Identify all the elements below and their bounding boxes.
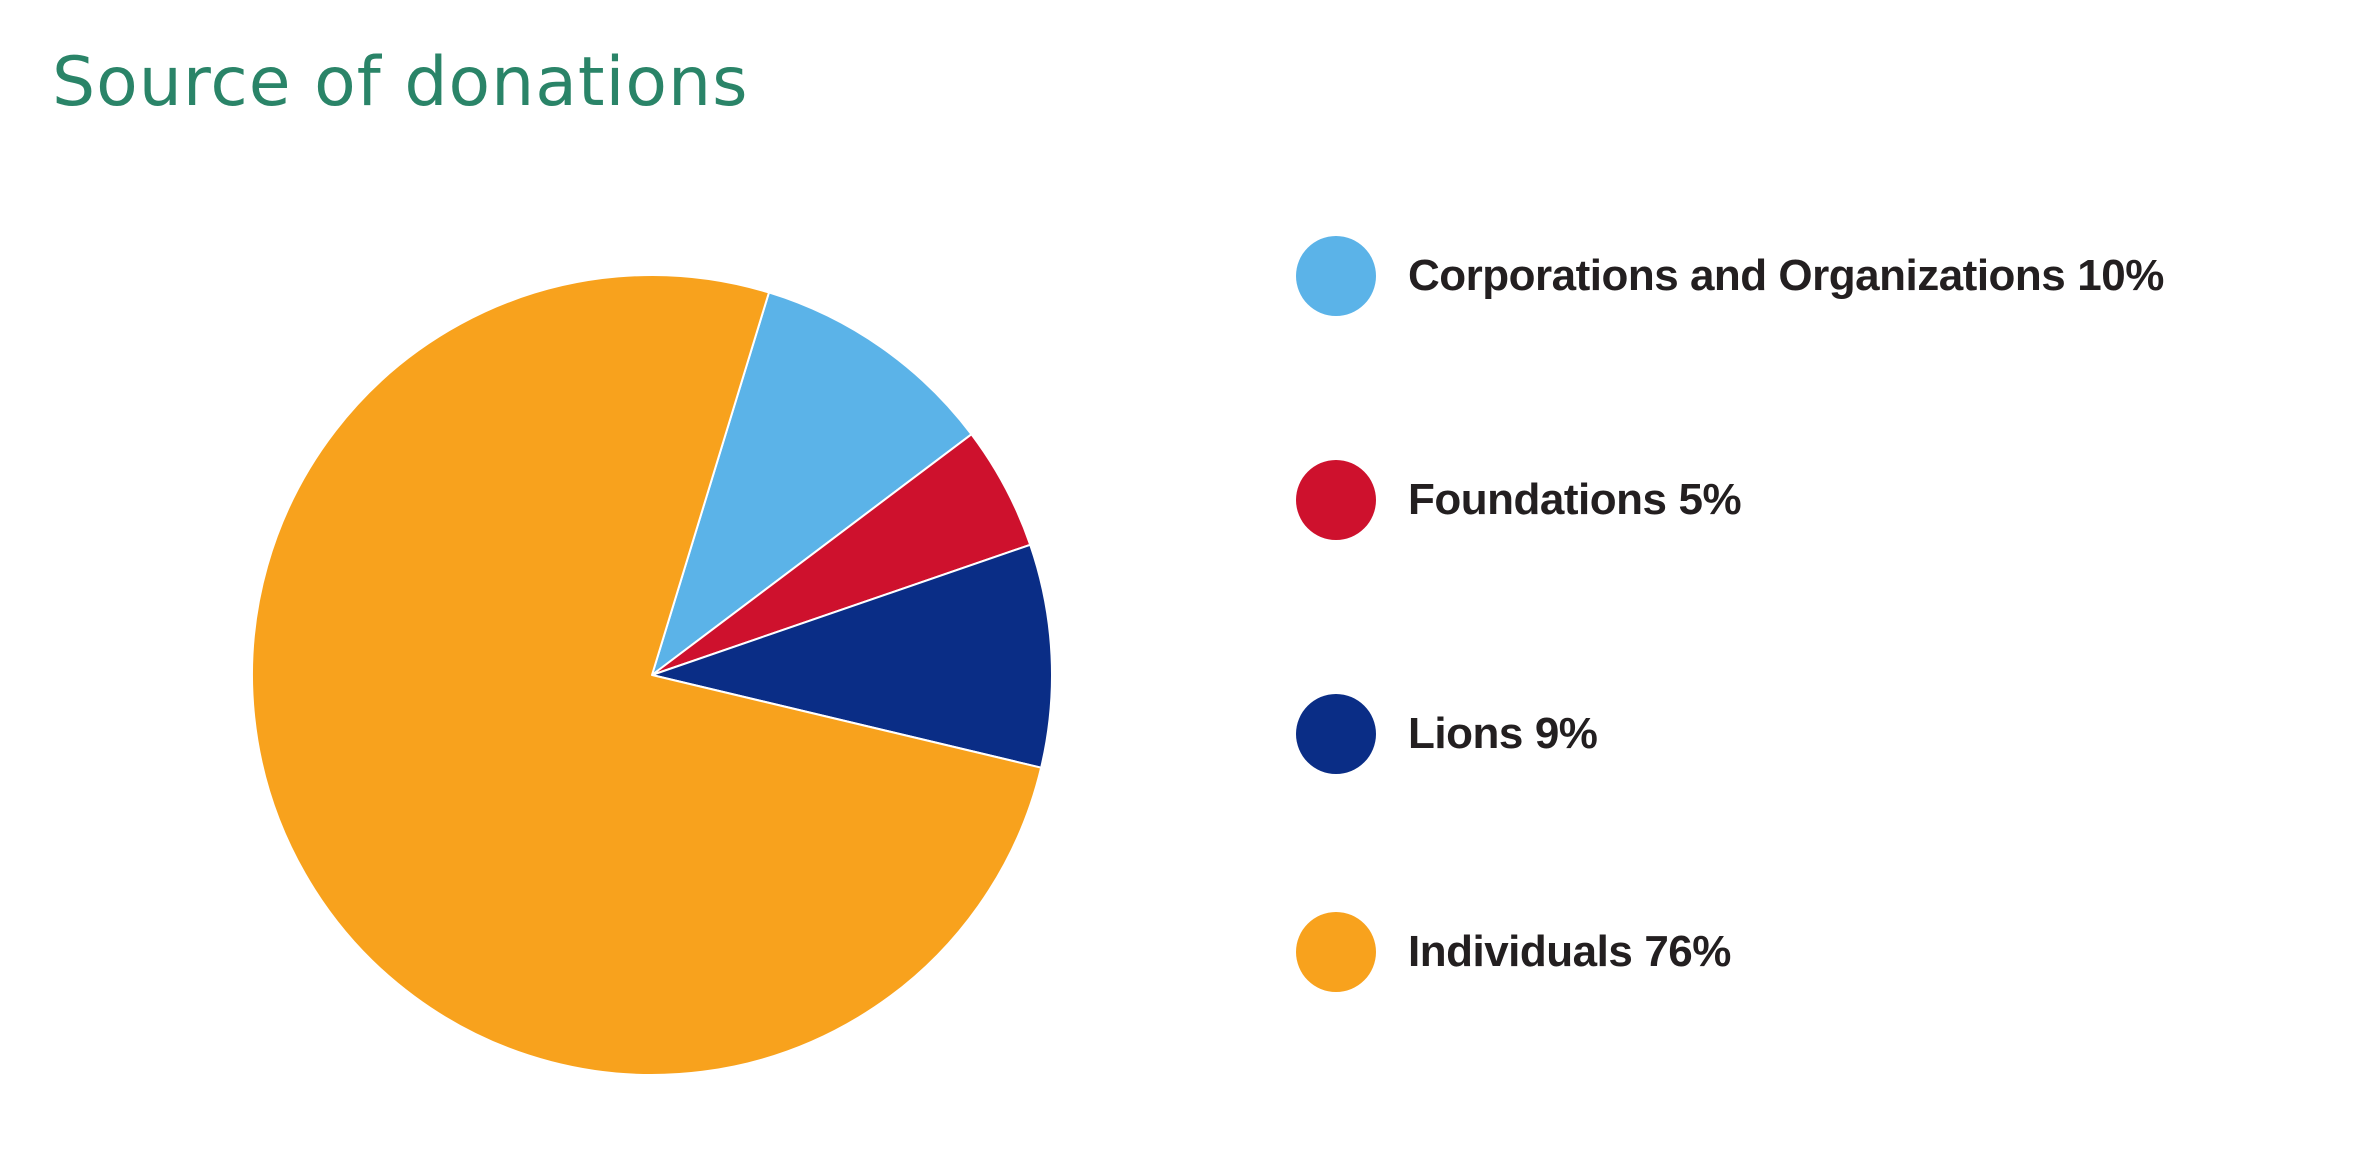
legend-swatch-lions [1296,694,1376,774]
pie-slice-lions [651,543,1053,769]
legend-swatch-foundations [1296,460,1376,540]
legend-swatch-corporations [1296,236,1376,316]
pie-chart [250,274,1053,1076]
legend-value-individuals: 76% [1644,927,1731,976]
legend-label-foundations: Foundations [1408,475,1667,524]
legend-value-corporations: 10% [2077,251,2164,300]
legend-value-lions: 9% [1534,709,1598,758]
chart-title: Source of donations [52,43,749,122]
legend-item-corporations: Corporations and Organizations 10% [1296,236,2164,316]
legend-swatch-individuals [1296,912,1376,992]
legend-label-lions: Lions [1408,709,1523,758]
pie-slice-individuals [250,274,1043,1076]
pie-slice-corporations [651,291,973,676]
legend-item-lions: Lions 9% [1296,694,1598,774]
legend-value-foundations: 5% [1678,475,1742,524]
legend-label-individuals: Individuals [1408,927,1633,976]
legend-label-corporations: Corporations and Organizations [1408,251,2066,300]
legend-item-individuals: Individuals 76% [1296,912,1731,992]
legend-item-foundations: Foundations 5% [1296,460,1742,540]
